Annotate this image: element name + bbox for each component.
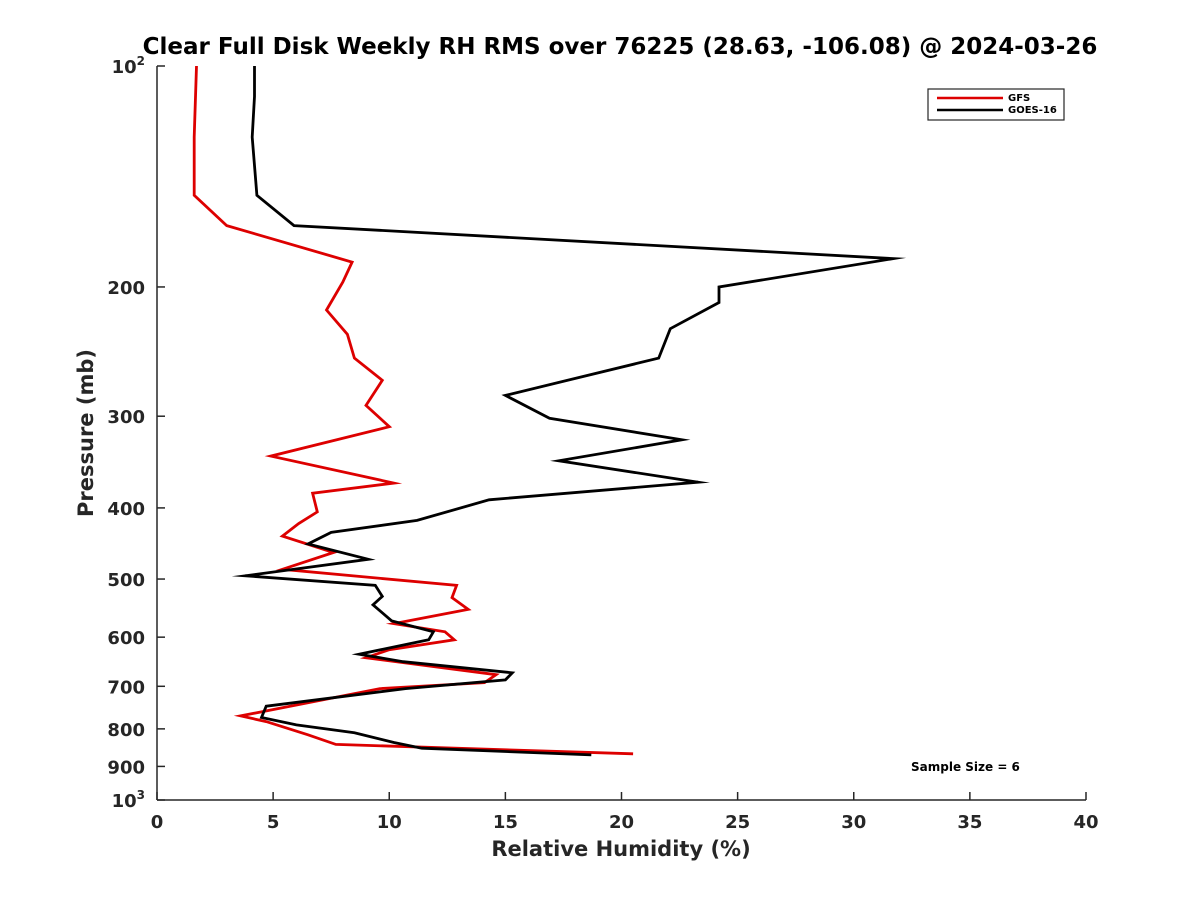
- y-tick-label: 500: [107, 570, 145, 591]
- y-tick-label: 600: [107, 628, 145, 649]
- series-line-goes16: [231, 66, 907, 757]
- chart-title: Clear Full Disk Weekly RH RMS over 76225…: [143, 34, 1098, 60]
- y-axis-ticks: 102 200 300 400 500 600 700 800 900 103: [107, 54, 165, 812]
- y-axis-label: Pressure (mb): [74, 349, 98, 517]
- x-tick-label: 25: [725, 812, 750, 833]
- y-tick-label: 400: [107, 499, 145, 520]
- y-tick-label: 300: [107, 407, 145, 428]
- x-tick-label: 35: [957, 812, 982, 833]
- legend: GFS GOES-16: [927, 88, 1065, 121]
- x-tick-label: 30: [841, 812, 866, 833]
- plot-area: [192, 65, 907, 757]
- legend-label-goes16: GOES-16: [1008, 105, 1057, 116]
- y-tick-label: 102: [112, 54, 145, 78]
- series-line-gfs: [192, 65, 634, 756]
- y-tick-label: 900: [107, 757, 145, 778]
- x-tick-label: 10: [377, 812, 402, 833]
- x-tick-label: 15: [493, 812, 518, 833]
- y-tick-label: 800: [107, 720, 145, 741]
- x-tick-label: 5: [267, 812, 280, 833]
- x-tick-label: 0: [151, 812, 164, 833]
- y-tick-label: 103: [112, 788, 145, 812]
- legend-box: [927, 88, 1065, 121]
- y-tick-label: 700: [107, 677, 145, 698]
- x-axis-label: Relative Humidity (%): [491, 837, 750, 861]
- x-tick-label: 20: [609, 812, 634, 833]
- y-tick-label: 200: [107, 278, 145, 299]
- x-tick-label: 40: [1073, 812, 1098, 833]
- x-axis-ticks: 0 5 10 15 20 25 30 35 40: [151, 792, 1099, 833]
- legend-label-gfs: GFS: [1008, 93, 1030, 104]
- sample-size-annotation: Sample Size = 6: [911, 760, 1020, 774]
